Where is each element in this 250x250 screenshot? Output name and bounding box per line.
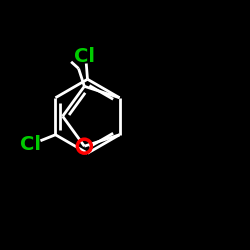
Text: Cl: Cl	[20, 135, 41, 154]
Text: Cl: Cl	[74, 47, 96, 66]
